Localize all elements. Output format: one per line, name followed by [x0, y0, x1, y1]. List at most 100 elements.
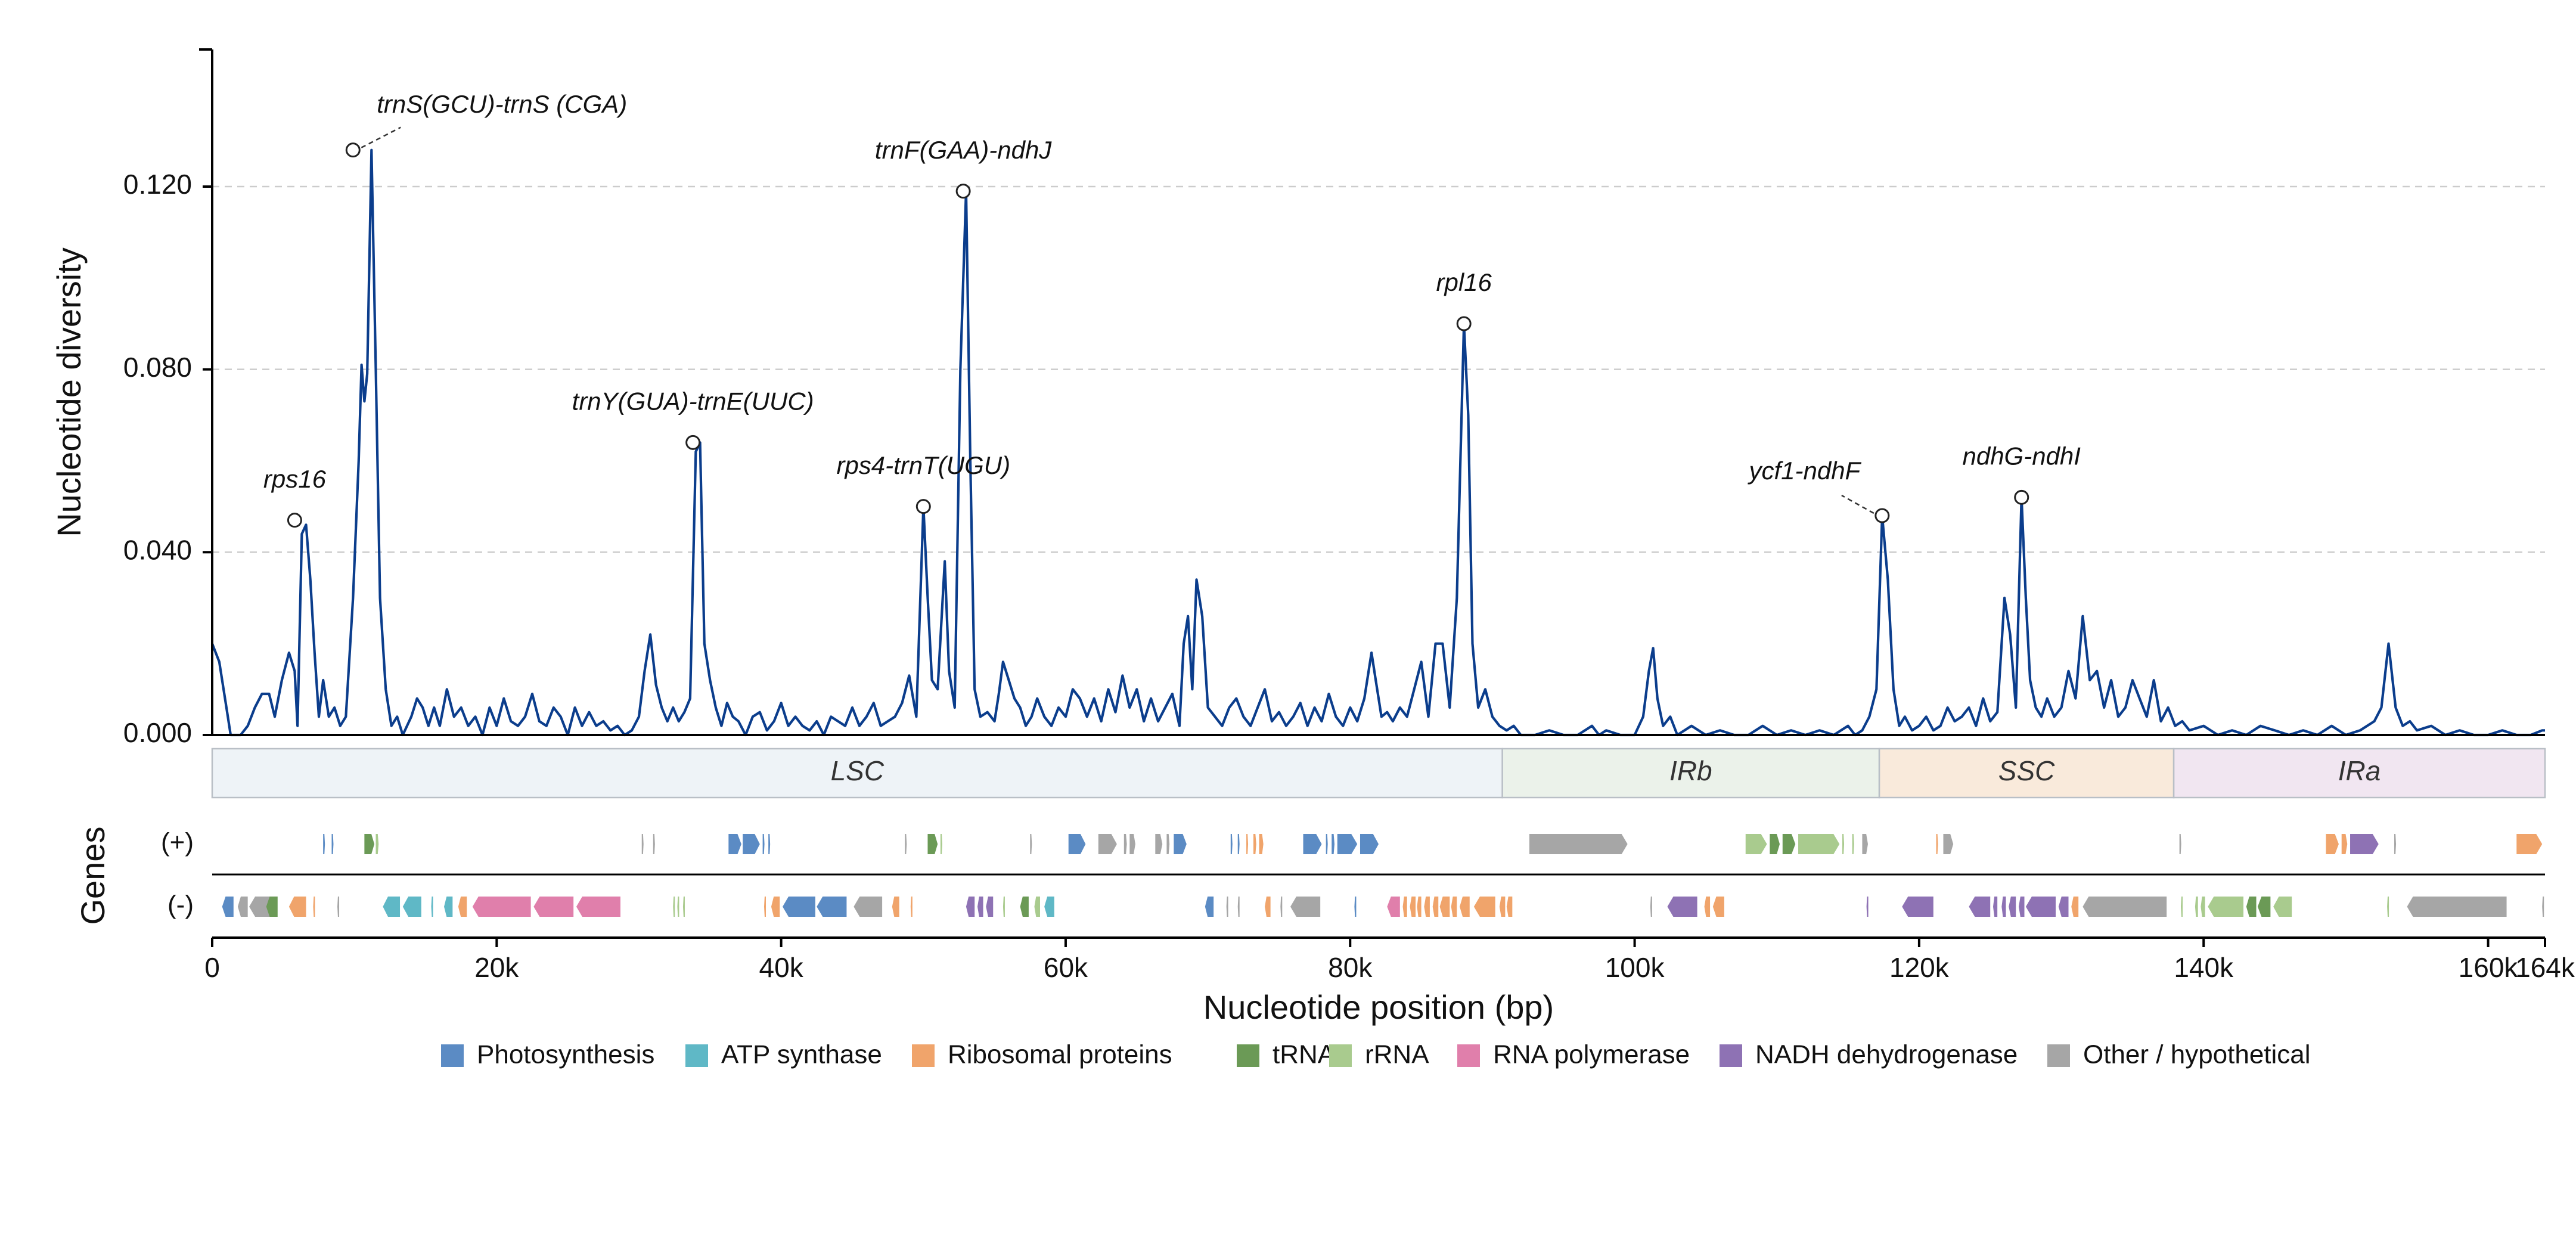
gene-minus-strand [1410, 897, 1416, 917]
gene-plus-strand [1246, 834, 1249, 854]
x-tick-label: 80k [1328, 952, 1373, 983]
gene-plus-strand [1332, 834, 1335, 854]
x-tick-label: 60k [1044, 952, 1088, 983]
gene-minus-strand [431, 897, 433, 917]
gene-minus-strand [1020, 897, 1029, 917]
gene-minus-strand [1432, 897, 1439, 917]
gene-plus-strand [375, 834, 379, 854]
legend-label: Photosynthesis [477, 1040, 654, 1069]
gene-minus-strand [2257, 897, 2271, 917]
gene-plus-strand [641, 834, 644, 854]
gene-plus-strand [1030, 834, 1032, 854]
gene-minus-strand [2009, 897, 2016, 917]
gene-minus-strand [576, 897, 620, 917]
x-tick-label: 120k [1889, 952, 1950, 983]
gene-plus-strand [1166, 834, 1170, 854]
legend-swatch [441, 1044, 464, 1067]
y-tick-label: 0.080 [123, 352, 192, 383]
gene-minus-strand [986, 897, 994, 917]
gene-plus-strand [1337, 834, 1358, 854]
gene-minus-strand [854, 897, 883, 917]
legend-label: Other / hypothetical [2083, 1040, 2311, 1069]
gene-track [222, 834, 2544, 917]
peak-label: rps16 [263, 465, 327, 493]
gene-plus-strand [2341, 834, 2348, 854]
gene-minus-strand [472, 897, 531, 917]
gene-minus-strand [313, 897, 315, 917]
gene-plus-strand [1230, 834, 1233, 854]
peak-label: trnS(GCU)-trnS (CGA) [377, 90, 627, 118]
gene-plus-strand [331, 834, 334, 854]
axis-ticks: 0.000 0.040 0.080 0.120 0 20k 40k 60k 80k 100k 120… [123, 169, 2575, 983]
gene-plus-strand [323, 834, 325, 854]
peak-label: trnF(GAA)-ndhJ [875, 136, 1052, 164]
gene-minus-strand [2001, 897, 2006, 917]
gene-minus-strand [1280, 897, 1283, 917]
annotation-leader [1841, 494, 1874, 514]
peak-marker [915, 499, 931, 514]
legend-swatch [685, 1044, 708, 1067]
gene-plus-strand [1798, 834, 1840, 854]
peak-label: rpl16 [1436, 268, 1492, 296]
y-tick-label: 0.040 [123, 534, 192, 565]
gene-minus-strand [673, 897, 675, 917]
gene-plus-strand [653, 834, 655, 854]
gene-plus-strand [1253, 834, 1256, 854]
legend-swatch [912, 1044, 935, 1067]
y-tick-label: 0.000 [123, 717, 192, 748]
region-label: IRb [1669, 755, 1712, 786]
peak-marker [955, 184, 971, 199]
gene-plus-strand [2179, 834, 2181, 854]
gene-plus-strand [1862, 834, 1868, 854]
gene-minus-strand [2018, 897, 2025, 917]
peak-label: ndhG-ndhI [1962, 442, 2081, 470]
legend-swatch [1329, 1044, 1352, 1067]
x-tick-label: 0 [204, 952, 220, 983]
legend-label: tRNA [1273, 1040, 1336, 1069]
peak-label: trnY(GUA)-trnE(UUC) [572, 387, 814, 415]
gene-minus-strand [1044, 897, 1054, 917]
gene-minus-strand [966, 897, 975, 917]
gene-minus-strand [2201, 897, 2205, 917]
gene-plus-strand [762, 834, 765, 854]
legend-swatch [2047, 1044, 2070, 1067]
gene-plus-strand [364, 834, 375, 854]
gene-plus-strand [1842, 834, 1845, 854]
gene-plus-strand [1237, 834, 1240, 854]
gene-minus-strand [1290, 897, 1321, 917]
gene-minus-strand [2407, 897, 2507, 917]
region-band [1501, 748, 1880, 799]
region-band [211, 748, 1503, 799]
grid-lines [212, 185, 2545, 553]
gene-minus-strand [1034, 897, 1040, 917]
gene-minus-strand [1237, 897, 1240, 917]
legend-swatch [1457, 1044, 1480, 1067]
gene-minus-strand [1387, 897, 1400, 917]
gene-minus-strand [266, 897, 278, 917]
peak-marker [1874, 508, 1890, 523]
gene-minus-strand [2082, 897, 2167, 917]
gene-plus-strand [1770, 834, 1780, 854]
gene-minus-strand [1993, 897, 1998, 917]
legend: Photosynthesis ATP synthase Ribosomal prot… [441, 1040, 2311, 1069]
gene-minus-strand [1667, 897, 1697, 917]
annotation-leader [361, 126, 401, 148]
gene-minus-strand [2542, 897, 2544, 917]
gene-minus-strand [1902, 897, 1933, 917]
gene-minus-strand [1424, 897, 1430, 917]
gene-minus-strand [1417, 897, 1422, 917]
gene-minus-strand [1506, 897, 1513, 917]
gene-plus-strand [1943, 834, 1954, 854]
gene-plus-strand [1745, 834, 1767, 854]
gene-minus-strand [249, 897, 272, 917]
gene-plus-strand [2516, 834, 2543, 854]
peak-label: rps4-trnT(UGU) [836, 451, 1010, 479]
peak-marker [1456, 316, 1472, 331]
legend-label: rRNA [1365, 1040, 1429, 1069]
gene-minus-strand [771, 897, 780, 917]
gene-plus-strand [743, 834, 760, 854]
legend-label: NADH dehydrogenase [1755, 1040, 2018, 1069]
gene-plus-strand [1852, 834, 1854, 854]
peak-annotations: rps16 trnS(GCU)-trnS (CGA) trnY(GUA)-trnE(… [263, 90, 2081, 528]
